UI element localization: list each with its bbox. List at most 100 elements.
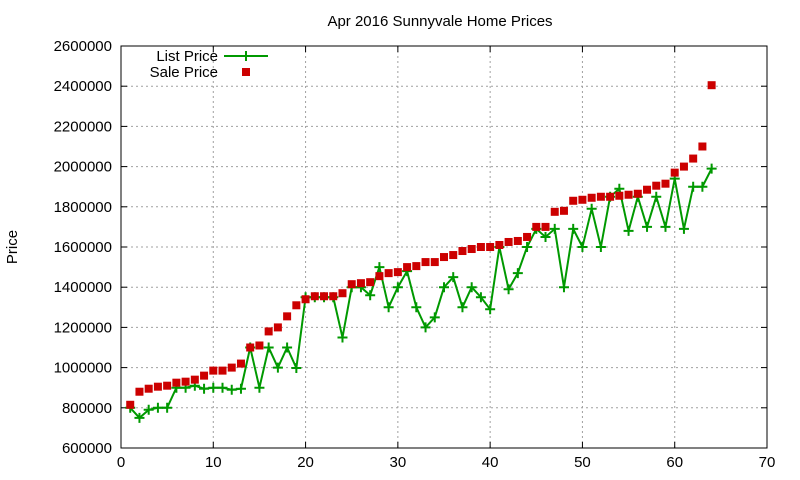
sale-price-point: [679, 162, 688, 171]
y-tick-label: 1800000: [54, 199, 112, 216]
list-price-point: [586, 203, 597, 214]
sale-price-point: [236, 359, 245, 368]
sale-price-point: [190, 375, 199, 384]
sale-price-point: [550, 207, 559, 216]
sale-price-point: [209, 366, 218, 375]
sale-price-point: [449, 251, 458, 260]
list-price-point: [337, 332, 348, 343]
list-price-point: [235, 383, 246, 394]
list-price-point: [134, 412, 145, 423]
sale-price-point: [163, 381, 172, 390]
sale-price-point: [412, 262, 421, 271]
list-price-point: [549, 223, 560, 234]
sale-price-point: [393, 268, 402, 277]
y-tick-label: 600000: [62, 440, 112, 457]
list-price-point: [475, 292, 486, 303]
sale-price-point: [421, 258, 430, 267]
sale-price-point: [458, 247, 467, 256]
sale-price-point: [541, 222, 550, 231]
sale-price-point: [467, 245, 476, 254]
sale-price-point: [532, 222, 541, 231]
list-price-point: [199, 383, 210, 394]
sale-price-point: [559, 206, 568, 215]
legend-marker-sale-price: [242, 68, 250, 76]
series-layer: [125, 81, 717, 423]
list-price-point: [522, 242, 533, 252]
sale-price-point: [523, 232, 532, 241]
list-price-point: [272, 362, 283, 373]
list-price-point: [457, 302, 468, 313]
sale-price-point: [301, 295, 310, 304]
list-price-point: [420, 322, 431, 333]
sale-price-point: [643, 185, 652, 194]
y-axis-label: Price: [4, 230, 21, 264]
list-price-point: [623, 225, 634, 236]
sale-price-point: [310, 292, 319, 301]
sale-price-point: [329, 292, 338, 301]
sale-price-point: [338, 289, 347, 298]
list-price-line: [129, 168, 713, 420]
sale-price-point: [273, 323, 282, 332]
sale-price-point: [320, 292, 329, 301]
list-price-point: [392, 282, 403, 293]
sale-price-point: [504, 237, 513, 246]
y-tick-label: 1000000: [54, 360, 112, 377]
list-price-point: [448, 272, 459, 283]
list-price-point: [568, 223, 579, 234]
sale-price-point: [384, 269, 393, 278]
x-tick-label: 70: [759, 454, 776, 471]
sale-price-point: [356, 279, 365, 288]
sale-price-point: [513, 236, 522, 245]
axes: 0 10 20 30 40 50 60 70 600000 800000 1000000 120000…: [54, 38, 776, 471]
sale-price-point: [440, 253, 448, 262]
sale-price-point: [615, 191, 624, 200]
list-price-point: [540, 231, 551, 242]
sale-price-point: [596, 192, 605, 201]
x-tick-label: 10: [205, 454, 222, 471]
sale-price-point: [698, 142, 707, 151]
sale-price-point: [144, 384, 153, 393]
sale-price-point: [181, 377, 190, 386]
sale-price-point: [689, 154, 698, 163]
sale-price-point: [366, 278, 375, 287]
list-price-point: [143, 404, 154, 415]
list-price-point: [660, 221, 671, 232]
list-price-point: [208, 382, 219, 393]
list-price-point: [485, 304, 496, 315]
y-tick-label: 2400000: [54, 78, 112, 95]
y-tick-label: 2200000: [54, 118, 112, 135]
list-price-point: [577, 242, 588, 252]
y-tick-label: 1400000: [54, 279, 112, 296]
sale-price-point: [292, 301, 301, 310]
sale-price-point: [227, 363, 236, 372]
x-tick-label: 30: [390, 454, 407, 471]
y-tick-label: 1600000: [54, 239, 112, 256]
series-list-price: [125, 163, 717, 423]
list-price-point: [595, 242, 606, 252]
list-price-point: [291, 363, 302, 374]
x-tick-label: 40: [482, 454, 499, 471]
sale-price-point: [486, 243, 495, 251]
list-price-point: [558, 282, 569, 293]
sale-price-point: [606, 192, 615, 201]
list-price-point: [411, 302, 422, 313]
list-price-point: [512, 268, 523, 279]
sale-price-point: [661, 179, 670, 188]
y-tick-label: 2600000: [54, 38, 112, 55]
sale-price-point: [200, 371, 209, 380]
sale-price-point: [670, 168, 679, 177]
sale-price-point: [707, 81, 716, 90]
x-tick-label: 60: [666, 454, 683, 471]
sale-price-point: [172, 378, 181, 387]
sale-price-point: [430, 258, 439, 267]
series-sale-price: [126, 81, 716, 409]
list-price-point: [263, 342, 274, 353]
x-tick-label: 50: [574, 454, 591, 471]
y-tick-label: 2000000: [54, 159, 112, 176]
x-tick-label: 0: [117, 454, 125, 471]
list-price-point: [162, 402, 173, 413]
list-price-point: [365, 290, 376, 301]
sale-price-point: [255, 341, 264, 350]
list-price-point: [688, 181, 699, 192]
sale-price-point: [153, 382, 162, 391]
